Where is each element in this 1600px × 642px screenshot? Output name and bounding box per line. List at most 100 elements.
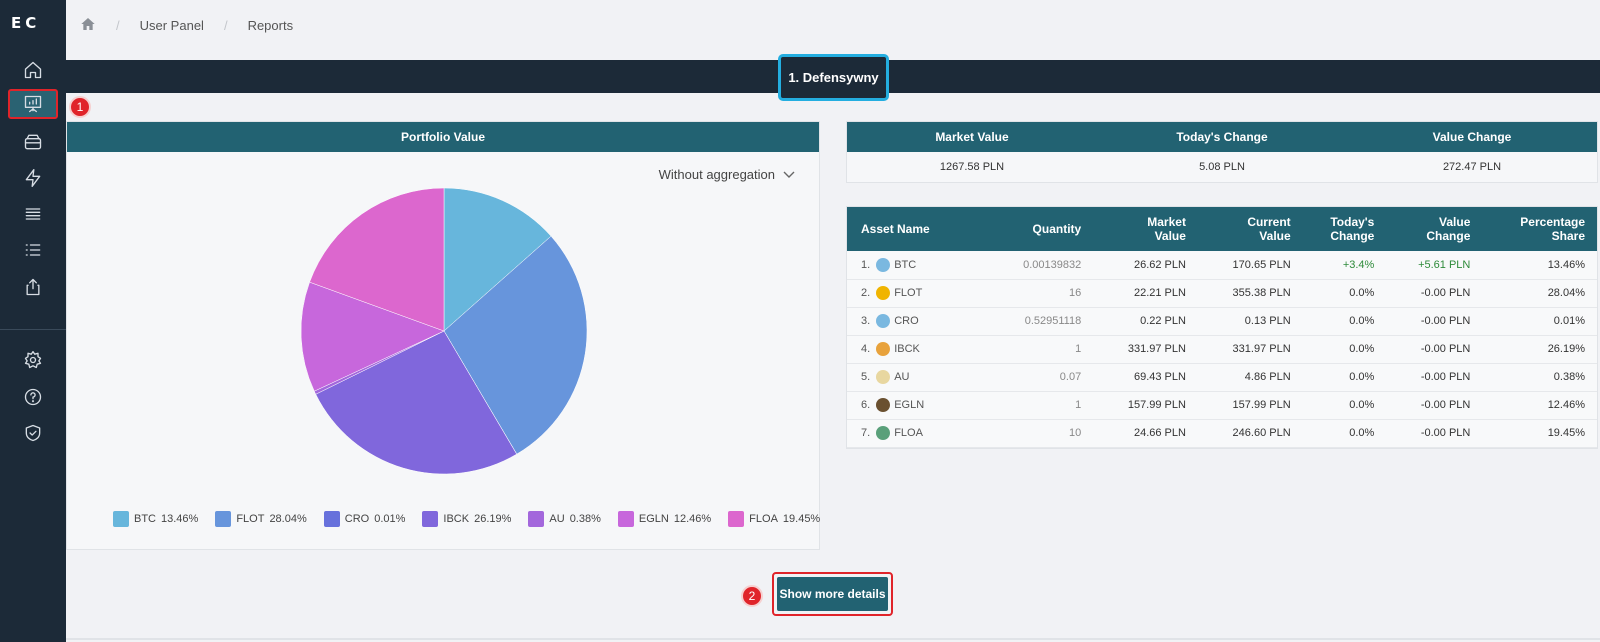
table-row[interactable]: 7. FLOA 10 24.66 PLN 246.60 PLN 0.0% -0.00 PLN… [847,419,1597,448]
market-value: 69.43 PLN [1093,363,1198,392]
market-value: 157.99 PLN [1093,391,1198,420]
table-row[interactable]: 2. FLOT 16 22.21 PLN 355.38 PLN 0.0% -0.00 PLN… [847,279,1597,308]
asset-name: BTC [894,258,917,271]
home-breadcrumb-icon[interactable] [80,16,96,35]
quantity: 1 [988,391,1094,420]
home-icon[interactable] [19,56,47,84]
presentation-chart-icon[interactable] [8,89,58,119]
strategy-title[interactable]: 1. Defensywny [778,54,889,101]
todays-change: 0.0% [1302,391,1387,420]
asset-name-cell: 4. IBCK [847,335,989,364]
asset-name: FLOT [894,286,923,299]
pie-slice-btc[interactable] [443,187,552,332]
row-number: 6. [861,398,871,411]
value-change: -0.00 PLN [1386,363,1483,392]
table-row[interactable]: 4. IBCK 1 331.97 PLN 331.97 PLN 0.0% -0.00 PLN… [847,335,1597,364]
quantity: 0.00139832 [988,251,1094,280]
header-current-value: Current Value [1197,207,1303,251]
legend-label: BTC [134,513,156,525]
value-change: 272.47 PLN [1442,161,1502,173]
portfolio-value-panel: Portfolio Value Without aggregation BTC 1… [66,121,820,550]
table-row[interactable]: 5. AU 0.07 69.43 PLN 4.86 PLN 0.0% -0.00 PLN 0.… [847,363,1597,392]
legend-percent: 19.45% [782,513,821,525]
footer-divider [66,638,1600,640]
upload-icon[interactable] [19,273,47,301]
legend-percent: 12.46% [673,513,712,525]
value-change: -0.00 PLN [1386,335,1483,364]
legend-label: FLOA [749,513,778,525]
aggregation-dropdown[interactable]: Without aggregation [659,167,795,182]
pie-slice-egln[interactable] [300,281,445,392]
legend-percent: 26.19% [474,513,512,525]
table-row[interactable]: 1. BTC 0.00139832 26.62 PLN 170.65 PLN +3.4% +… [847,251,1597,280]
legend-item[interactable]: AU 0.38% [528,511,601,527]
asset-icon [876,370,891,384]
todays-change: +3.4% [1302,251,1387,280]
lightning-icon[interactable] [19,164,47,192]
value-change: -0.00 PLN [1386,419,1483,448]
asset-name-cell: 7. FLOA [847,419,989,448]
wallet-icon[interactable] [19,128,47,156]
legend-item[interactable]: EGLN 12.46% [617,511,712,527]
chevron-down-icon [783,171,795,178]
legend-percent: 28.04% [269,513,307,525]
value-change: -0.00 PLN [1386,391,1483,420]
legend-swatch [617,511,634,527]
asset-name-cell: 6. EGLN [847,391,989,420]
legend-swatch [113,511,129,527]
legend-percent: 13.46% [161,513,199,525]
table-row[interactable]: 6. EGLN 1 157.99 PLN 157.99 PLN 0.0% -0.00 PLN… [847,391,1597,420]
pie-slice-floa[interactable] [309,187,445,332]
breadcrumb-user-panel[interactable]: User Panel [139,17,204,33]
breadcrumb-reports[interactable]: Reports [247,17,294,33]
market-value: 24.66 PLN [1093,419,1198,448]
step-marker-1: 1 [69,96,91,118]
row-number: 7. [861,426,871,439]
aggregation-label: Without aggregation [658,167,775,182]
legend-item[interactable]: FLOT 28.04% [215,511,307,527]
legend-label: FLOT [236,513,265,525]
legend-label: CRO [344,513,370,525]
legend-swatch [215,511,232,527]
current-value: 331.97 PLN [1197,335,1303,364]
breadcrumb-separator: / [223,17,228,33]
current-value: 170.65 PLN [1197,251,1303,280]
sidebar: EC [0,0,66,642]
show-more-details-button[interactable]: Show more details [777,577,888,611]
quantity: 0.52951118 [988,307,1094,336]
pie-slice-flot[interactable] [443,235,588,455]
row-number: 2. [861,286,871,299]
shield-icon[interactable] [19,419,47,447]
legend-percent: 0.38% [569,513,601,525]
legend-item[interactable]: IBCK 26.19% [422,511,511,527]
list-icon[interactable] [19,236,47,264]
quantity: 1 [988,335,1094,364]
market-value: 331.97 PLN [1093,335,1198,364]
legend-item[interactable]: BTC 13.46% [113,511,198,527]
percentage-share: 13.46% [1482,251,1597,280]
legend-swatch [528,511,545,527]
asset-icon [876,398,891,412]
stack-icon[interactable] [19,200,47,228]
asset-name: IBCK [894,342,920,355]
asset-name: EGLN [894,398,925,411]
table-row[interactable]: 3. CRO 0.52951118 0.22 PLN 0.13 PLN 0.0% -0.00… [847,307,1597,336]
legend-label: AU [549,513,565,525]
legend-swatch [323,511,340,527]
todays-change: 0.0% [1302,363,1387,392]
help-icon[interactable] [19,383,47,411]
current-value: 0.13 PLN [1197,307,1303,336]
summary-table: Market Value Today's Change Value Change… [846,121,1598,183]
header-quantity: Quantity [988,207,1094,251]
asset-icon [876,314,891,328]
percentage-share: 12.46% [1482,391,1597,420]
market-value: 26.62 PLN [1093,251,1198,280]
gear-icon[interactable] [19,346,47,374]
header-percentage-share: Percentage Share [1482,207,1597,251]
value-change: +5.61 PLN [1386,251,1483,280]
panel-title: Portfolio Value [67,122,819,152]
portfolio-pie-chart [300,187,588,475]
legend-item[interactable]: CRO 0.01% [323,511,405,527]
pie-slice-ibck[interactable] [315,330,518,475]
legend-item[interactable]: FLOA 19.45% [728,511,820,527]
